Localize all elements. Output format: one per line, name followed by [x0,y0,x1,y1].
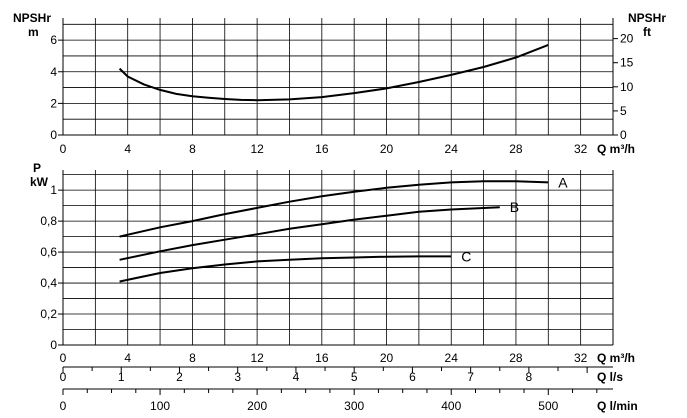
q-ls-tick-label: 1 [118,370,125,384]
npsh-y-right-tick-label: 20 [620,32,634,46]
power-axis-label: P [33,161,41,175]
power-y-tick-label: 1 [50,183,57,197]
q-lmin-tick-label: 200 [247,399,267,413]
q-ls-tick-label: 5 [351,370,358,384]
power-curve-label-a: A [558,174,568,190]
q-lmin-tick-label: 300 [344,399,364,413]
power-curve-a [119,180,549,238]
power-y-tick-label: 0,8 [40,214,57,228]
q-ls-axis-label: Q l/s [597,370,623,384]
flow-axes: 0 4 8 12 16 20 24 28 320 1 2 3 4 5 6 7 80 100 200 300 400 500 [60,351,613,413]
power-y-tick-label: 0 [50,338,57,352]
q-lmin-tick-label: 100 [150,399,170,413]
npsh-left-label: NPSHr [13,11,51,25]
q-m3h-tick-label: 20 [380,351,394,365]
q-ls-tick-label: 7 [467,370,474,384]
npsh-x-tick-label: 28 [509,142,523,156]
power-grid [62,170,614,346]
npsh-curve-group [118,43,549,102]
npsh-y-tick-label: 0 [50,128,57,142]
q-ls-tick-label: 6 [409,370,416,384]
npsh-y-tick-label: 6 [50,33,57,47]
power-y-tick-label: 0,4 [40,276,57,290]
q-lmin-tick-label: 400 [441,399,461,413]
power-tick-labels: 0 0,2 0,4 0,6 0,8 1 [40,183,63,352]
power-curve-c [119,255,452,283]
q-m3h-axis-label: Q m³/h [597,351,635,365]
npsh-y-tick-label: 4 [50,65,57,79]
npsh-x-tick-label: 24 [445,142,459,156]
npsh-x-tick-label: 32 [574,142,588,156]
npsh-right-label: NPSHr [628,11,666,25]
q-m3h-tick-label: 16 [315,351,329,365]
q-ls-tick-label: 4 [293,370,300,384]
power-y-tick-label: 0,6 [40,245,57,259]
q-m3h-tick-label: 8 [189,351,196,365]
npsh-x-axis-label: Q m³/h [597,142,635,156]
q-ls-tick-label: 8 [526,370,533,384]
npsh-y-right-tick-label: 0 [620,128,627,142]
npsh-x-tick-label: 0 [60,142,67,156]
npsh-curve [118,43,549,102]
q-m3h-tick-label: 0 [60,351,67,365]
q-ls-tick-label: 3 [234,370,241,384]
q-lmin-tick-label: 0 [60,399,67,413]
power-axis-unit: kW [30,175,49,189]
power-curves-group: A B C [119,174,568,283]
npsh-x-tick-label: 4 [124,142,131,156]
npsh-y-right-tick-label: 10 [620,80,634,94]
power-curve-label-c: C [461,248,471,264]
npsh-grid [62,18,614,136]
q-lmin-axis-label: Q l/min [597,399,638,413]
power-y-tick-label: 0,2 [40,307,57,321]
q-ls-tick-label: 2 [176,370,183,384]
npsh-left-unit: m [28,25,39,39]
q-m3h-tick-label: 12 [250,351,264,365]
npsh-x-tick-label: 16 [315,142,329,156]
npsh-right-unit: ft [643,25,651,39]
npsh-x-tick-label: 20 [380,142,394,156]
npsh-y-right-tick-label: 5 [620,104,627,118]
power-curve-label-b: B [510,199,519,215]
q-ls-tick-label: 0 [60,370,67,384]
q-m3h-tick-label: 24 [445,351,459,365]
npsh-y-right-tick-label: 15 [620,56,634,70]
q-m3h-tick-label: 32 [574,351,588,365]
q-m3h-tick-label: 28 [509,351,523,365]
q-m3h-tick-label: 4 [124,351,131,365]
q-lmin-tick-label: 500 [538,399,558,413]
npsh-x-tick-label: 12 [250,142,264,156]
npsh-y-tick-label: 2 [50,96,57,110]
power-curve-b [119,206,500,261]
npsh-x-tick-label: 8 [189,142,196,156]
